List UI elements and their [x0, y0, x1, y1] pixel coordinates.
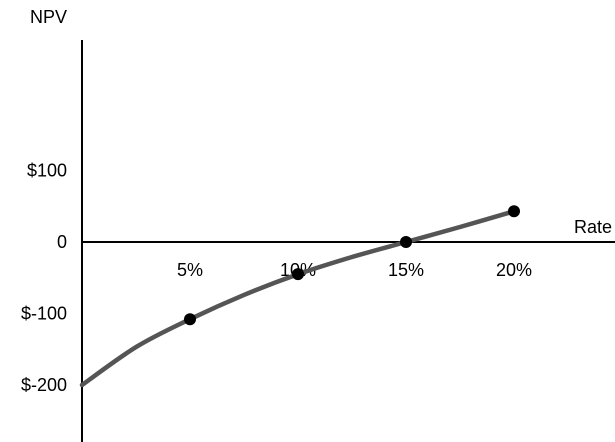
x-tick-label: 15% — [388, 260, 424, 280]
x-tick-labels: 5%10%15%20% — [177, 260, 532, 280]
x-tick-label: 20% — [496, 260, 532, 280]
y-tick-labels: $100 0 $-100 $-200 — [21, 161, 67, 396]
y-tick-label: $-200 — [21, 375, 67, 395]
data-point — [400, 236, 412, 248]
x-tick-label: 5% — [177, 260, 203, 280]
data-points — [184, 205, 520, 326]
y-tick-label: $-100 — [21, 304, 67, 324]
y-tick-label: 0 — [57, 232, 67, 252]
y-axis-title: NPV — [30, 7, 67, 27]
data-point — [184, 313, 196, 326]
npv-curve — [79, 209, 517, 388]
x-axis-title: Rate — [574, 217, 612, 237]
data-point — [508, 205, 520, 218]
y-tick-label: $100 — [27, 161, 67, 181]
data-point — [292, 268, 304, 281]
